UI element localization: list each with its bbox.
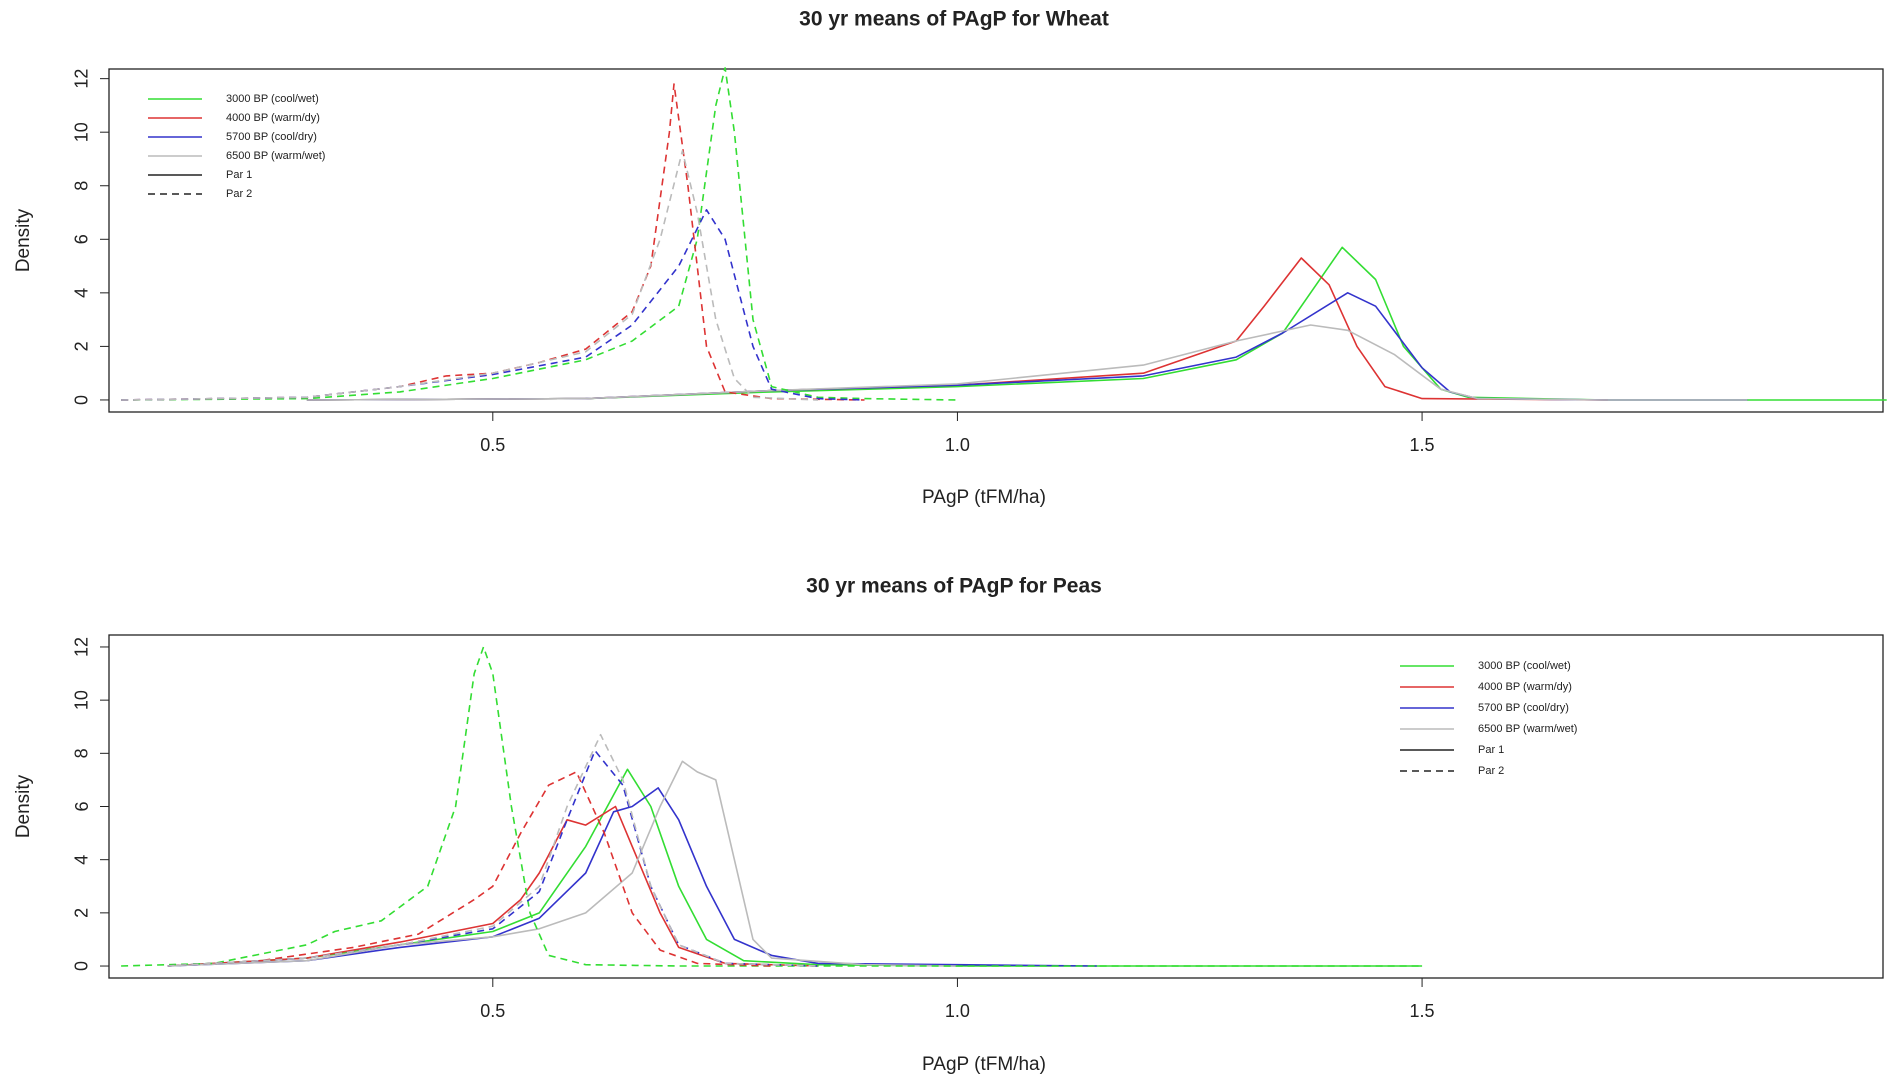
x-tick-label: 1.5 (1410, 435, 1435, 455)
chart-title: 30 yr means of PAgP for Peas (806, 575, 1102, 598)
legend-label: 6500 BP (warm/wet) (226, 150, 325, 162)
y-axis-label: Density (13, 208, 34, 272)
panel: 30 yr means of PAgP for Peas 0.5 1.0 1.5 0 2 4… (13, 575, 1884, 1075)
density-line (121, 67, 958, 401)
density-line (121, 150, 819, 401)
density-line (306, 246, 1887, 401)
legend: 3000 BP (cool/wet) 4000 BP (warm/dy) 5700 … (148, 93, 325, 200)
x-tick-label: 0.5 (480, 1001, 505, 1021)
legend-label: 5700 BP (cool/dry) (226, 131, 317, 143)
y-tick-label: 4 (72, 855, 92, 865)
x-tick-label: 1.0 (945, 1001, 970, 1021)
density-line (167, 749, 819, 967)
legend-label: Par 2 (1478, 765, 1504, 777)
density-line (167, 768, 1423, 967)
legend-label: 5700 BP (cool/dry) (1478, 702, 1569, 714)
density-line (121, 646, 1423, 967)
legend: 3000 BP (cool/wet) 4000 BP (warm/dy) 5700 … (1400, 660, 1577, 777)
x-axis-label: PAgP (tFM/ha) (922, 487, 1046, 508)
plot-frame (108, 68, 1884, 413)
legend-label: 4000 BP (warm/dy) (226, 112, 320, 124)
density-line (167, 771, 772, 967)
plot-frame (108, 634, 1884, 979)
y-tick-label: 6 (72, 234, 92, 244)
density-line (167, 733, 819, 967)
y-tick-label: 2 (72, 908, 92, 918)
x-axis-label: PAgP (tFM/ha) (922, 1054, 1046, 1075)
y-tick-label: 0 (72, 961, 92, 971)
density-line (306, 257, 1608, 401)
y-tick-label: 12 (72, 69, 92, 89)
x-tick-label: 1.5 (1410, 1001, 1435, 1021)
legend-label: 3000 BP (cool/wet) (1478, 660, 1571, 672)
legend-label: Par 2 (226, 188, 252, 200)
density-line (167, 805, 819, 967)
y-tick-label: 6 (72, 801, 92, 811)
y-tick-label: 10 (72, 122, 92, 142)
legend-label: Par 1 (226, 169, 252, 181)
y-tick-label: 8 (72, 748, 92, 758)
y-tick-label: 4 (72, 288, 92, 298)
y-axis-label: Density (13, 774, 34, 838)
y-tick-label: 12 (72, 637, 92, 657)
y-tick-label: 0 (72, 395, 92, 405)
density-line (306, 324, 1748, 401)
y-tick-label: 8 (72, 181, 92, 191)
chart-title: 30 yr means of PAgP for Wheat (799, 8, 1109, 31)
density-line (167, 760, 958, 967)
y-tick-label: 10 (72, 690, 92, 710)
panel: 30 yr means of PAgP for Wheat 0.5 1.0 1.5 0 2… (13, 8, 1887, 508)
legend-label: 4000 BP (warm/dy) (1478, 681, 1572, 693)
x-tick-label: 0.5 (480, 435, 505, 455)
legend-label: 3000 BP (cool/wet) (226, 93, 319, 105)
legend-label: 6500 BP (warm/wet) (1478, 723, 1577, 735)
legend-label: Par 1 (1478, 744, 1504, 756)
density-line (121, 209, 865, 401)
x-tick-label: 1.0 (945, 435, 970, 455)
y-tick-label: 2 (72, 341, 92, 351)
